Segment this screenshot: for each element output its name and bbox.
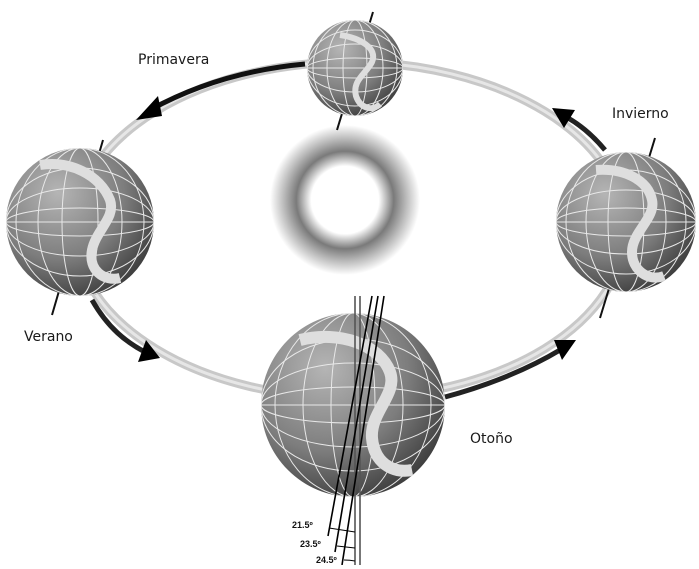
earth-globe-icon [307,11,403,131]
axis-tilt-lines [327,295,385,566]
orbit-arrow-bottom-left [89,298,147,355]
season-label-otono: Otoño [470,431,513,447]
earth-globe-icon [261,313,445,497]
angle-label-24-5: 24.5º [316,555,338,565]
season-label-verano: Verano [24,329,73,345]
orbit-arrow-top-right [566,115,607,152]
angle-markers [328,527,356,562]
earth-globe-icon [6,139,154,316]
sun-glow-icon [270,125,420,275]
earth-globe-icon [556,137,696,319]
orbit-arrow-top-left [148,61,306,113]
angle-label-23-5: 23.5º [300,539,322,549]
orbit-direction-arrow-icon [554,340,576,360]
orbit-direction-arrow-icon [552,108,575,128]
season-label-primavera: Primavera [138,52,210,68]
orbit-arrow-bottom-right [444,347,562,400]
angle-label-21-5: 21.5º [292,520,314,530]
orbit-direction-arrow-icon [136,96,162,120]
season-label-invierno: Invierno [612,106,669,122]
orbit-direction-arrow-icon [138,340,160,362]
